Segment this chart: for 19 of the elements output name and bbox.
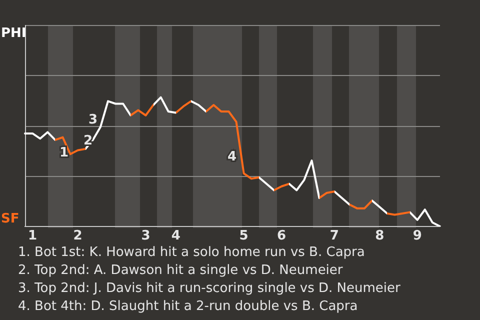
text: 1. Bot 1st: K. Howard hit a solo home run vs B. Capra bbox=[18, 244, 366, 262]
text: 3. Top 2nd: J. Davis hit a run-scoring single vs D. Neumeier bbox=[18, 280, 400, 298]
annotation: 1 bbox=[59, 145, 69, 160]
text: PHI bbox=[1, 26, 26, 41]
x-tick-label: 4 bbox=[171, 228, 180, 244]
x-tick-label: 8 bbox=[375, 228, 384, 244]
annotation: 2 bbox=[83, 133, 93, 148]
x-tick-label: 6 bbox=[277, 228, 286, 244]
x-tick-label: 5 bbox=[239, 228, 248, 244]
text: 2. Top 2nd: A. Dawson hit a single vs D. Neumeier bbox=[18, 262, 344, 280]
x-tick-label: 2 bbox=[73, 228, 82, 244]
x-tick-label: 7 bbox=[330, 228, 339, 244]
annotation: 4 bbox=[227, 149, 237, 164]
x-tick-label: 9 bbox=[412, 228, 422, 244]
text: SF bbox=[1, 211, 20, 226]
annotation: 3 bbox=[88, 112, 98, 128]
text: 4. Bot 4th: D. Slaught hit a 2-run double vs B. Capra bbox=[18, 298, 359, 316]
x-tick-label: 3 bbox=[141, 228, 150, 244]
x-tick-label: 1 bbox=[28, 228, 38, 244]
